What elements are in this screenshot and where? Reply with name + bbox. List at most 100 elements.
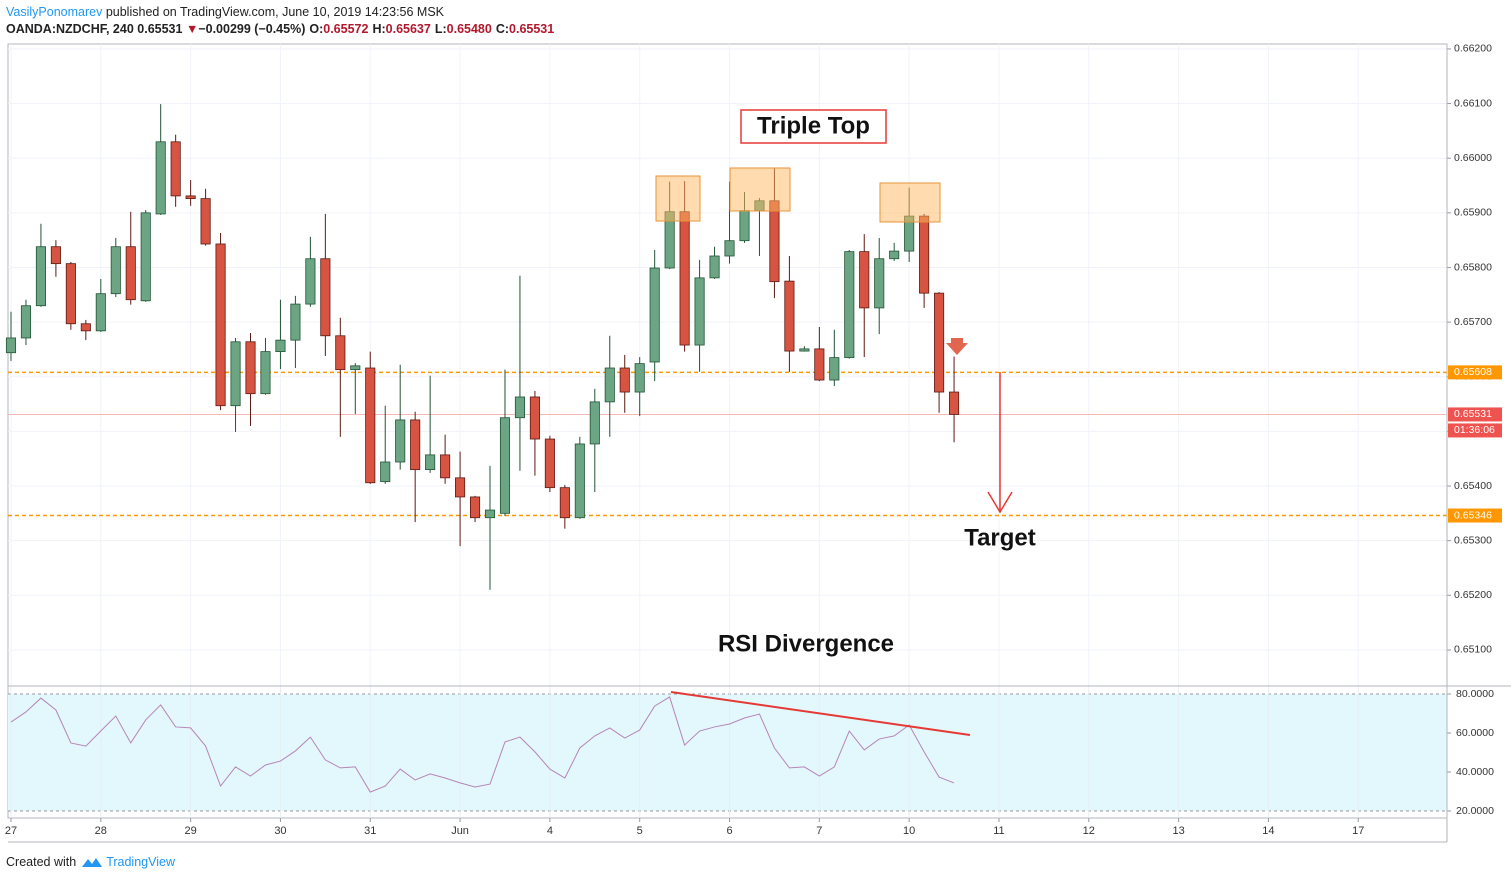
x-tick-label: 7 xyxy=(816,825,822,837)
y-tick-label: 0.65800 xyxy=(1454,261,1492,273)
candle-body xyxy=(814,348,825,381)
candle-body xyxy=(50,246,61,265)
candle-body xyxy=(889,250,900,260)
last-price-label: 0.65531 xyxy=(1454,408,1492,420)
y-tick-label: 0.65200 xyxy=(1454,589,1492,601)
arrow: ▼ xyxy=(185,22,199,36)
candle-body xyxy=(305,258,316,305)
ohlc-value: 0.65637 xyxy=(385,22,431,36)
candle-body xyxy=(380,461,391,483)
x-tick-label: 27 xyxy=(5,825,17,837)
candle-body xyxy=(934,292,945,393)
candle-body xyxy=(140,212,151,302)
down-marker xyxy=(946,338,968,355)
rsi-band xyxy=(8,693,1447,811)
x-tick-label: 17 xyxy=(1352,825,1364,837)
candle-body xyxy=(335,335,346,371)
candle-body xyxy=(200,198,211,245)
candle-body xyxy=(455,477,466,498)
top-box xyxy=(729,167,791,212)
candle-body xyxy=(95,293,106,332)
candle-body xyxy=(5,337,17,354)
ohlc: O:0.65572 H:0.65637 L:0.65480 C:0.65531 xyxy=(305,22,554,36)
candle-body xyxy=(859,251,870,309)
x-tick-label: 11 xyxy=(993,825,1004,837)
x-tick-label: 29 xyxy=(185,825,197,837)
candle-body xyxy=(155,141,166,215)
candle-body xyxy=(320,258,331,337)
candle-body xyxy=(470,496,481,519)
published: published on TradingView.com, June 10, 2… xyxy=(105,5,445,19)
candle-body xyxy=(559,487,570,519)
x-tick-label: 5 xyxy=(637,825,643,837)
footer: Created with TradingView xyxy=(6,855,175,869)
x-tick-label: 12 xyxy=(1083,825,1095,837)
candle-body xyxy=(514,396,525,419)
rsi-line xyxy=(10,696,955,793)
rsi-label: RSI Divergence xyxy=(718,630,894,657)
y-tick-label: 0.65900 xyxy=(1454,207,1492,219)
header-line: VasilyPonomarev published on TradingView… xyxy=(6,5,444,19)
y-tick-label: 0.66000 xyxy=(1454,152,1492,164)
ohlc-value: 0.65572 xyxy=(323,22,369,36)
candle-body xyxy=(589,401,600,445)
symbol-line: OANDA:NZDCHF, 240 0.65531 ▼−0.00299 (−0.… xyxy=(6,22,554,36)
x-tick-label: Jun xyxy=(451,825,469,837)
target-arrow-head xyxy=(987,491,1013,514)
candle-body xyxy=(260,351,271,395)
created: Created with xyxy=(6,855,77,869)
candle-body xyxy=(529,396,540,440)
top-box xyxy=(655,175,701,222)
candle-body xyxy=(574,443,585,519)
y-tick-label: 0.65700 xyxy=(1454,316,1492,328)
ohlc-label: H: xyxy=(372,22,386,36)
y-tick-label: 20.0000 xyxy=(1456,805,1494,817)
y-tick-label: 80.0000 xyxy=(1456,688,1494,700)
candle-body xyxy=(769,200,780,283)
annotations: Triple Top Target RSI Divergence xyxy=(655,109,1036,736)
candle-body xyxy=(739,210,750,242)
ohlc-label: L: xyxy=(434,22,447,36)
target-label: Target xyxy=(964,524,1036,551)
candle-body xyxy=(604,367,615,403)
candle-body xyxy=(245,341,256,395)
brand: TradingView xyxy=(106,855,175,869)
y-tick-label: 0.66200 xyxy=(1454,43,1492,55)
candle-body xyxy=(679,211,690,346)
divergence-line xyxy=(670,691,971,736)
candle-body xyxy=(949,391,960,415)
candle-body xyxy=(350,365,361,371)
candle-body xyxy=(799,348,810,352)
y-tick-label: 0.66100 xyxy=(1454,97,1492,109)
ohlc-value: 0.65480 xyxy=(446,22,492,36)
y-tick-label: 0.65100 xyxy=(1454,644,1492,656)
candle-body xyxy=(709,255,720,279)
ohlc-label: O: xyxy=(309,22,324,36)
level-label: 0.65346 xyxy=(1454,509,1492,521)
candle-body xyxy=(65,263,76,325)
candle-body xyxy=(634,363,645,393)
candle-body xyxy=(20,305,32,339)
candle-body xyxy=(544,438,555,489)
candle-body xyxy=(484,509,496,519)
top-box xyxy=(879,182,941,223)
candle-body xyxy=(410,419,421,471)
candle-body xyxy=(275,339,286,353)
logo-shape xyxy=(82,858,103,867)
candle-body xyxy=(425,454,436,471)
x-tick-label: 28 xyxy=(95,825,107,837)
author: VasilyPonomarev xyxy=(6,5,103,19)
candle-body xyxy=(35,246,46,307)
candle-body xyxy=(784,280,795,352)
triple-top-label: Triple Top xyxy=(757,112,870,139)
candle-body xyxy=(694,277,705,346)
logo xyxy=(82,858,103,867)
candle-body xyxy=(365,367,376,484)
marks: 27 28 29 30 31 Jun 4 5 6 7 10 11 12 13 14 17 0.65100 0.65… xyxy=(5,43,1502,837)
x-tick-label: 30 xyxy=(274,825,286,837)
y-tick-label: 0.65300 xyxy=(1454,534,1492,546)
last-price-tag xyxy=(1448,407,1502,422)
candle-body xyxy=(185,195,196,200)
